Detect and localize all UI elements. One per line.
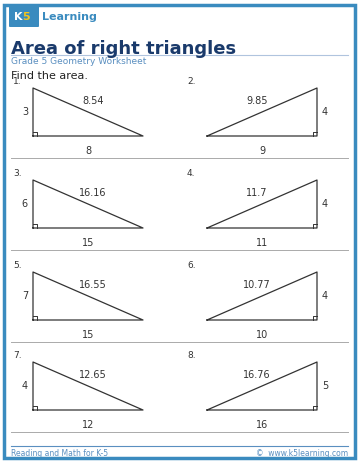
Text: 4: 4	[322, 291, 328, 301]
Text: ©  www.k5learning.com: © www.k5learning.com	[256, 449, 348, 458]
Text: 8.54: 8.54	[82, 96, 104, 106]
Text: 5.: 5.	[13, 261, 22, 270]
Text: 5: 5	[22, 12, 30, 22]
Text: 15: 15	[82, 330, 94, 340]
Text: K: K	[14, 12, 23, 22]
Text: 6: 6	[22, 199, 28, 209]
Text: 10: 10	[256, 330, 268, 340]
Text: 8.: 8.	[187, 351, 196, 360]
Text: 12.65: 12.65	[79, 370, 107, 380]
Text: 11.7: 11.7	[246, 188, 268, 198]
Text: 7.: 7.	[13, 351, 22, 360]
Text: 16.76: 16.76	[243, 370, 271, 380]
Text: 5: 5	[322, 381, 328, 391]
Text: 1.: 1.	[13, 77, 22, 86]
Text: 9: 9	[259, 146, 265, 156]
Text: 2.: 2.	[187, 77, 196, 86]
Text: Grade 5 Geometry Worksheet: Grade 5 Geometry Worksheet	[11, 57, 146, 66]
Text: 6.: 6.	[187, 261, 196, 270]
Text: 12: 12	[82, 420, 94, 430]
Text: 10.77: 10.77	[243, 280, 271, 290]
Text: 8: 8	[85, 146, 91, 156]
Text: 11: 11	[256, 238, 268, 248]
Text: Reading and Math for K-5: Reading and Math for K-5	[11, 449, 108, 458]
Text: Area of right triangles: Area of right triangles	[11, 40, 236, 58]
FancyBboxPatch shape	[9, 5, 39, 27]
Text: 3.: 3.	[13, 169, 22, 178]
Text: 4: 4	[22, 381, 28, 391]
Text: 4: 4	[322, 107, 328, 117]
Text: 16.16: 16.16	[79, 188, 107, 198]
Text: Find the area.: Find the area.	[11, 71, 88, 81]
Text: 16.55: 16.55	[79, 280, 107, 290]
Text: 9.85: 9.85	[246, 96, 268, 106]
Text: 4.: 4.	[187, 169, 196, 178]
Text: 16: 16	[256, 420, 268, 430]
Text: 7: 7	[22, 291, 28, 301]
Text: 3: 3	[22, 107, 28, 117]
Text: Learning: Learning	[42, 12, 97, 22]
Text: 4: 4	[322, 199, 328, 209]
Text: 15: 15	[82, 238, 94, 248]
